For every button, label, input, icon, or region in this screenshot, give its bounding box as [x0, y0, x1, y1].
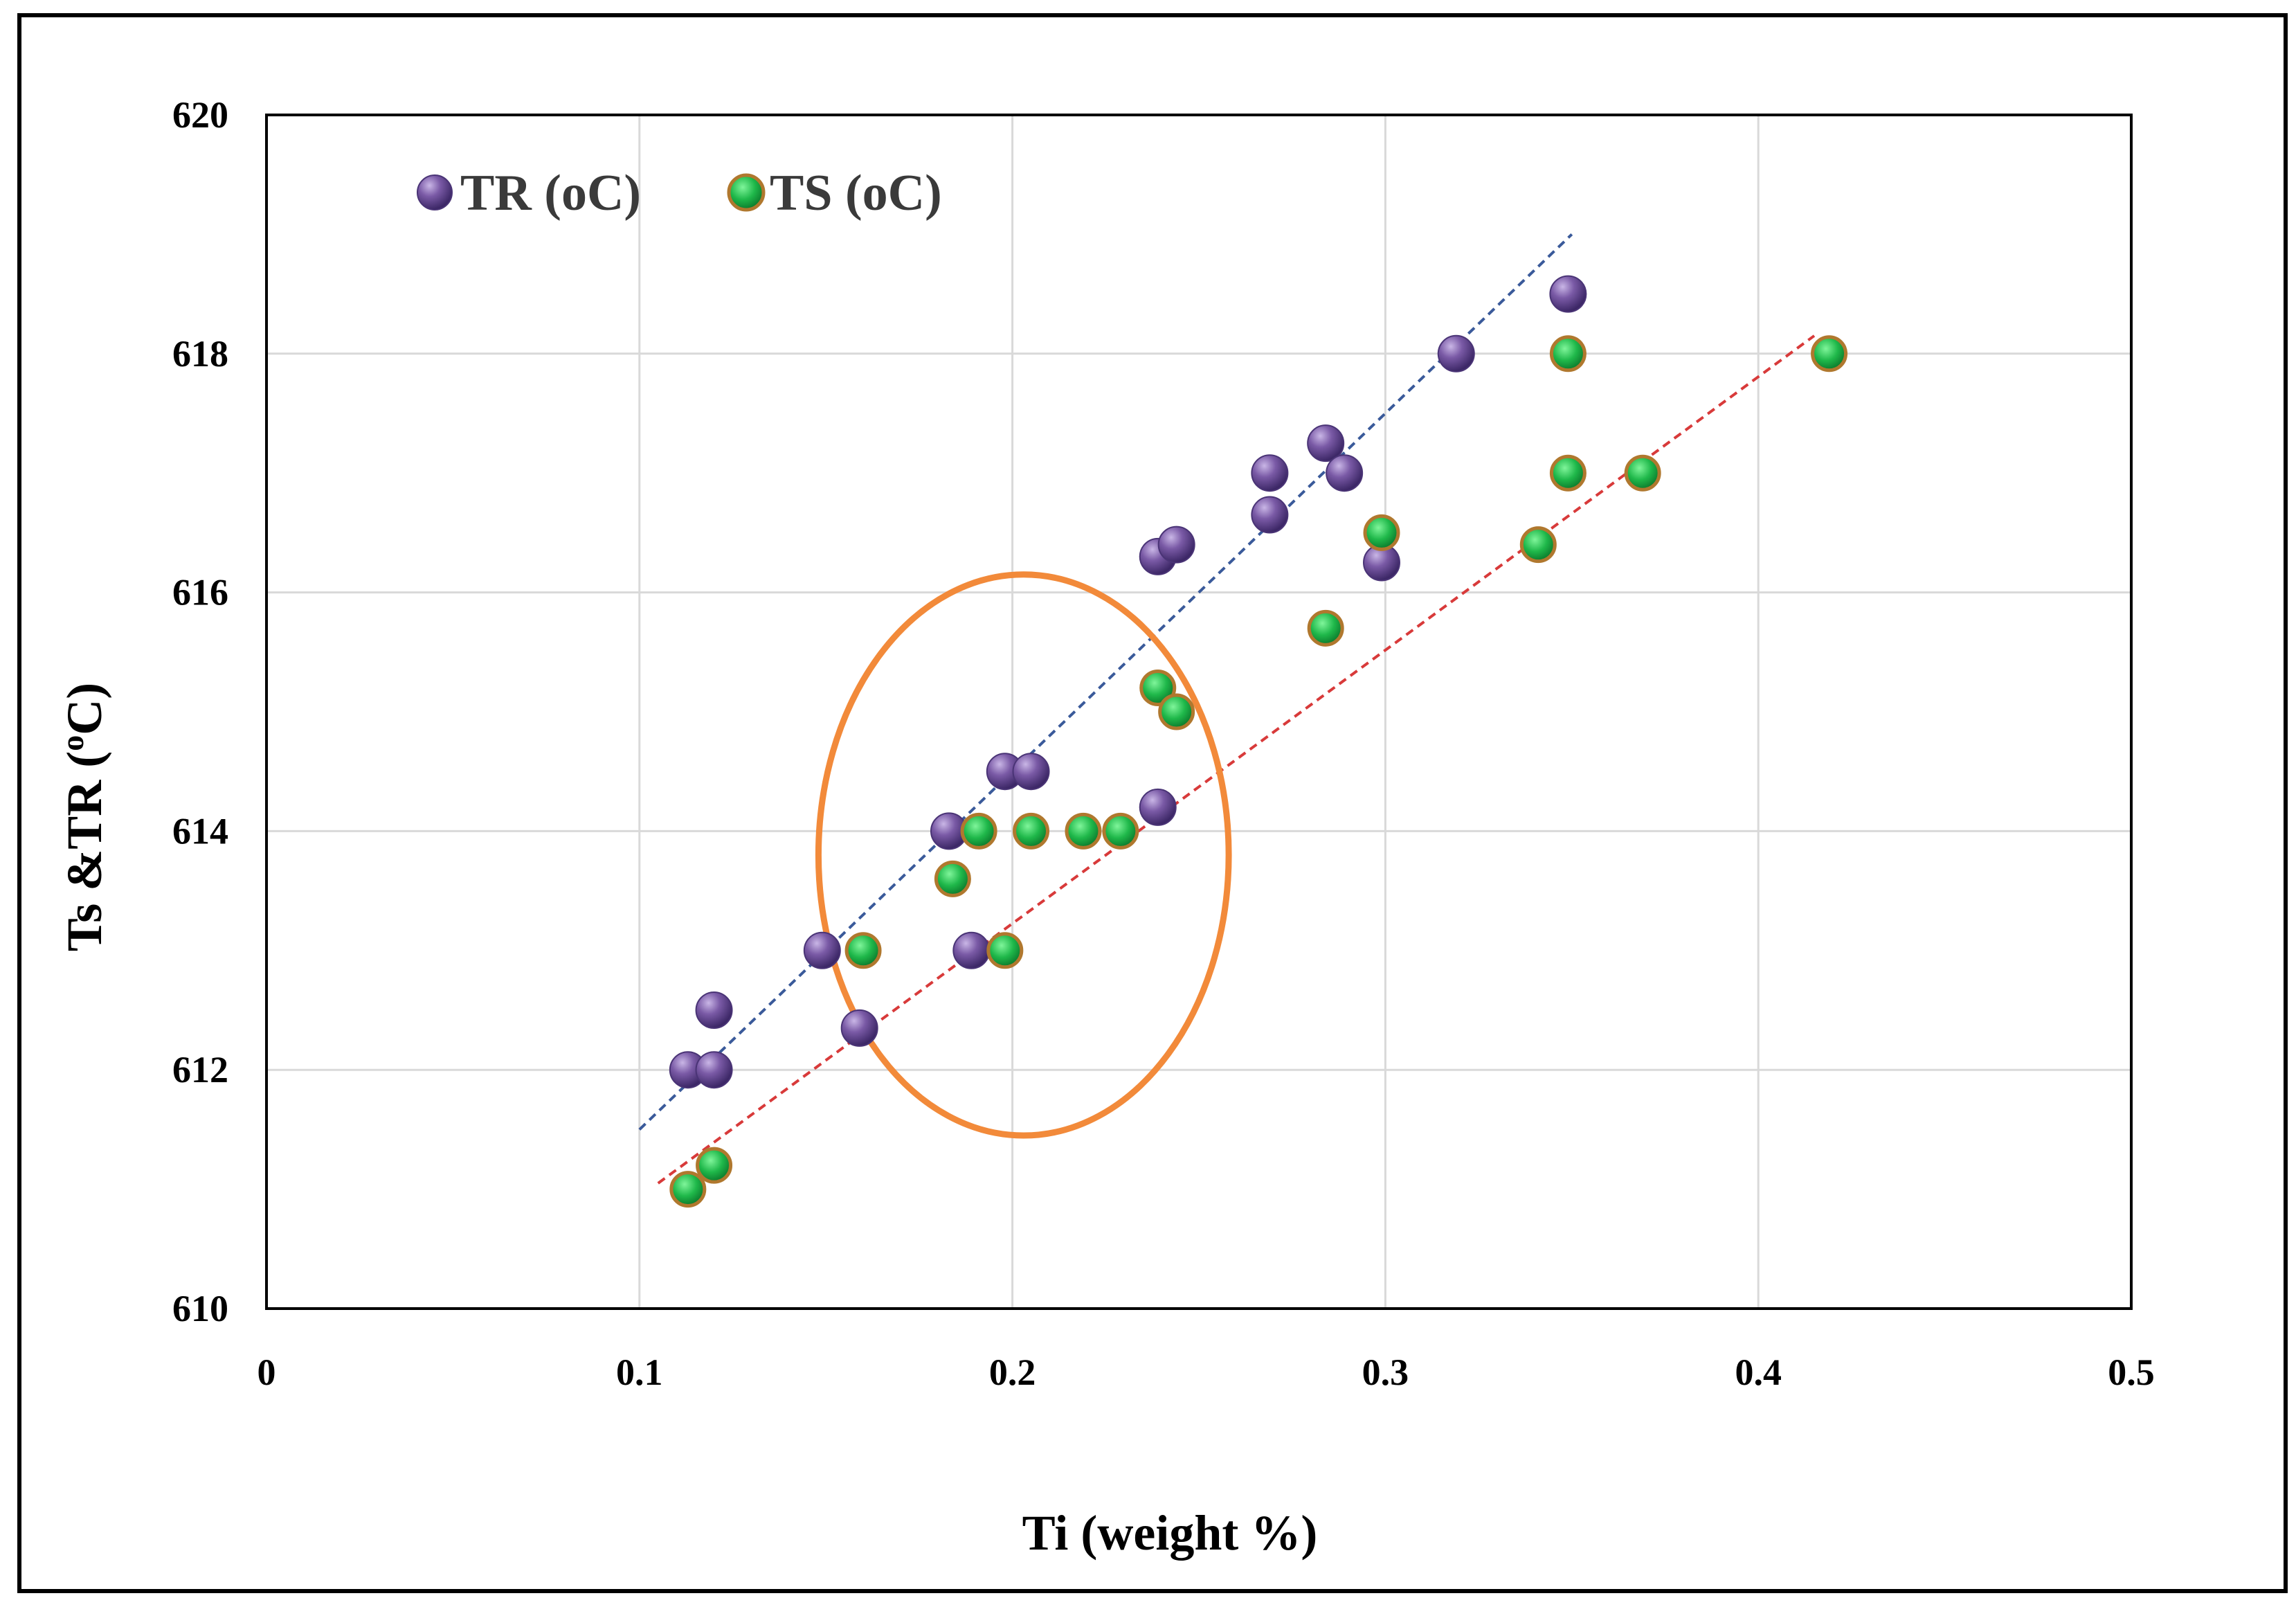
ts-point: [960, 812, 997, 850]
data-points: [669, 275, 1848, 1208]
tr-point: [1307, 424, 1345, 463]
x-tick-label: 0.5: [2108, 1352, 2155, 1393]
ts-point: [1624, 454, 1661, 492]
annotations: [815, 571, 1232, 1139]
ts-point: [696, 1147, 733, 1184]
tr-point: [1157, 526, 1195, 564]
tr-point: [952, 931, 991, 969]
ts-point: [986, 932, 1024, 969]
tr-point: [803, 931, 841, 969]
x-tick-label: 0.2: [989, 1352, 1036, 1393]
ts-point: [844, 932, 882, 969]
tr-point: [695, 991, 733, 1029]
plot-area: [265, 114, 2133, 1310]
legend-label-tr: TR (oC): [460, 165, 641, 222]
y-tick-label: 612: [172, 1049, 228, 1090]
y-axis-ticks: 610 612 614 616 618 620: [172, 94, 228, 1329]
ts-point: [934, 860, 971, 897]
y-tick-label: 614: [172, 810, 228, 852]
legend-marker-tr: [417, 174, 453, 210]
ts-point: [1065, 812, 1102, 850]
tr-point: [1437, 334, 1475, 372]
ts-point: [1102, 812, 1139, 850]
y-axis-title-unit: C): [57, 683, 112, 735]
tr-point: [1139, 788, 1177, 826]
legend-label-ts: TS (oC): [770, 165, 942, 222]
tr-point: [840, 1009, 878, 1047]
ts-point: [1363, 514, 1400, 551]
x-axis-ticks: 0 0.1 0.2 0.3 0.4 0.5: [257, 1352, 2155, 1393]
ts-point: [1811, 335, 1848, 372]
x-tick-label: 0: [257, 1352, 276, 1393]
legend-marker-ts: [727, 173, 766, 212]
tr-point: [695, 1051, 733, 1089]
gridlines: [266, 115, 2131, 1309]
ts-point: [1158, 693, 1195, 730]
ts-point: [1549, 335, 1587, 372]
y-axis-title: Ts &TR (oC): [55, 683, 112, 951]
tr-point: [1326, 454, 1364, 492]
ts-point: [1139, 670, 1177, 707]
tr-point: [1012, 753, 1050, 791]
trendline-tr: [638, 233, 1573, 1131]
y-tick-label: 616: [172, 572, 228, 613]
ts-point: [1519, 526, 1557, 564]
ts-point: [1549, 454, 1587, 492]
tr-point: [1251, 454, 1289, 492]
tr-point: [1549, 275, 1587, 313]
ts-point: [1307, 609, 1344, 647]
y-axis-title-degree: o: [55, 735, 90, 751]
y-tick-label: 620: [172, 94, 228, 136]
tr-point: [1251, 496, 1289, 534]
x-tick-label: 0.4: [1735, 1352, 1782, 1393]
ts-point: [1013, 812, 1050, 850]
y-tick-label: 610: [172, 1288, 228, 1329]
x-tick-label: 0.1: [616, 1352, 663, 1393]
highlight-ellipse: [815, 571, 1232, 1139]
legend: TR (oC) TS (oC): [417, 165, 942, 222]
x-axis-title: Ti (weight %): [1022, 1505, 1318, 1561]
y-tick-label: 618: [172, 333, 228, 375]
ts-point: [669, 1171, 707, 1208]
x-tick-label: 0.3: [1362, 1352, 1409, 1393]
y-axis-title-main: Ts &TR (: [57, 751, 112, 951]
